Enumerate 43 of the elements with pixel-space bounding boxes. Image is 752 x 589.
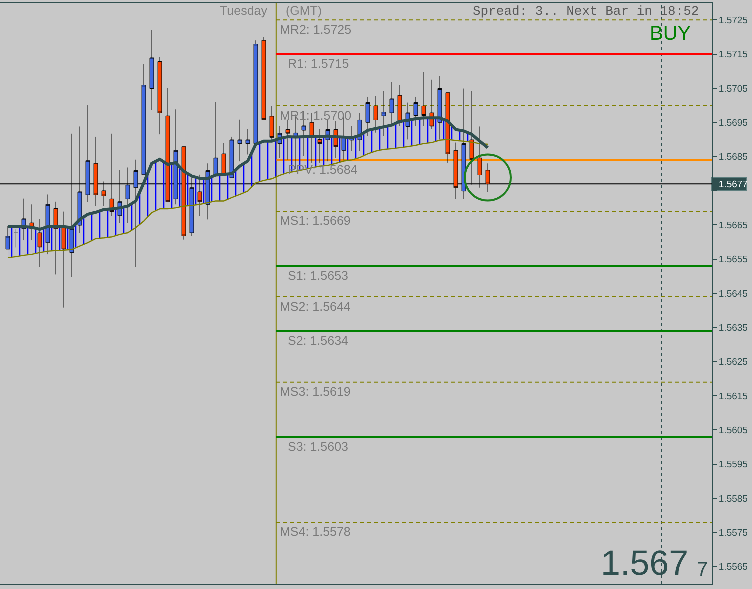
- annotation: BUY: [650, 23, 692, 45]
- ref-line-label: MS4: 1.5578: [280, 525, 351, 539]
- ref-line-label: MS2: 1.5644: [280, 300, 351, 314]
- annotation: Tuesday: [220, 4, 268, 18]
- candlestick: [214, 102, 218, 176]
- y-tick-label: 1.5625: [718, 357, 748, 368]
- annotation: 1.567: [601, 544, 689, 583]
- y-tick-label: 1.5677: [718, 179, 748, 190]
- annotation: 7: [697, 559, 708, 581]
- y-tick-label: 1.5595: [718, 460, 748, 471]
- y-tick-label: 1.5725: [718, 15, 748, 26]
- ref-line-label: S1: 1.5653: [288, 269, 349, 283]
- candlestick: [150, 30, 154, 111]
- candlestick: [222, 143, 226, 176]
- y-tick-label: 1.5715: [718, 50, 748, 61]
- y-tick-label: 1.5685: [718, 152, 748, 164]
- annotation: (GMT): [286, 4, 322, 18]
- candlestick: [158, 57, 162, 135]
- y-tick-label: 1.5655: [718, 254, 748, 266]
- annotation: Spread: 3.. Next Bar in 18:52: [473, 4, 700, 19]
- y-tick-label: 1.5605: [718, 426, 748, 437]
- candlestick: [262, 37, 266, 120]
- y-tick-label: 1.5635: [718, 323, 748, 334]
- candlestick: [390, 82, 394, 127]
- y-tick-label: 1.5575: [718, 528, 748, 540]
- candlestick: [246, 129, 250, 155]
- candlestick: [254, 40, 258, 144]
- ref-line-label: MS3: 1.5619: [280, 385, 351, 399]
- y-tick-label: 1.5565: [718, 562, 748, 574]
- ref-line-label: S3: 1.5603: [288, 440, 349, 454]
- candlestick: [142, 64, 146, 176]
- candlestick: [270, 106, 274, 140]
- y-tick-label: 1.5645: [718, 288, 748, 300]
- candlestick: [238, 120, 242, 162]
- y-tick-label: 1.5665: [718, 220, 748, 232]
- ref-line-label: MR2: 1.5725: [280, 23, 352, 37]
- ref-line-label: R1: 1.5715: [288, 57, 350, 71]
- y-tick-label: 1.5695: [718, 118, 748, 129]
- y-tick-label: 1.5615: [718, 391, 748, 402]
- y-tick-label: 1.5705: [718, 84, 748, 95]
- y-tick-label: 1.5585: [718, 494, 748, 505]
- ref-line-label: MS1: 1.5669: [280, 214, 351, 228]
- ref-line-label: S2: 1.5634: [288, 334, 349, 348]
